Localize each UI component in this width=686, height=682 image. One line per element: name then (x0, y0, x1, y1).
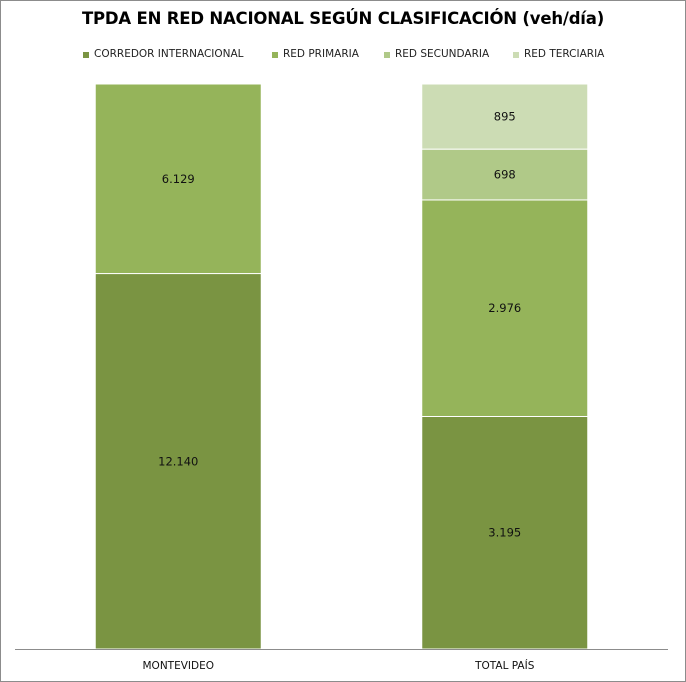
legend-swatch (83, 52, 89, 58)
bar-segment (421, 148, 589, 201)
data-label: 2.976 (488, 301, 521, 315)
legend-swatch (272, 52, 278, 58)
chart-title: TPDA EN RED NACIONAL SEGÚN CLASIFICACIÓN… (81, 9, 605, 28)
legend-label: CORREDOR INTERNACIONAL (94, 48, 244, 60)
data-label: 698 (494, 168, 516, 182)
legend: CORREDOR INTERNACIONAL RED PRIMARIA RED … (1, 47, 685, 63)
category-label: TOTAL PAÍS (474, 659, 535, 672)
legend-swatch (513, 52, 519, 58)
category-label: MONTEVIDEO (143, 660, 215, 672)
data-label: 3.195 (488, 526, 521, 540)
legend-label: RED TERCIARIA (524, 48, 605, 60)
bar-segment (421, 199, 589, 417)
data-label: 895 (494, 110, 516, 124)
legend-swatch (384, 52, 390, 58)
data-label: 6.129 (162, 172, 195, 186)
bar-segment (94, 83, 262, 275)
bar-segment (421, 83, 589, 150)
bar-segment (421, 415, 589, 650)
data-label: 12.140 (158, 454, 198, 468)
legend-label: RED PRIMARIA (283, 48, 359, 60)
legend-label: RED SECUNDARIA (395, 48, 490, 60)
